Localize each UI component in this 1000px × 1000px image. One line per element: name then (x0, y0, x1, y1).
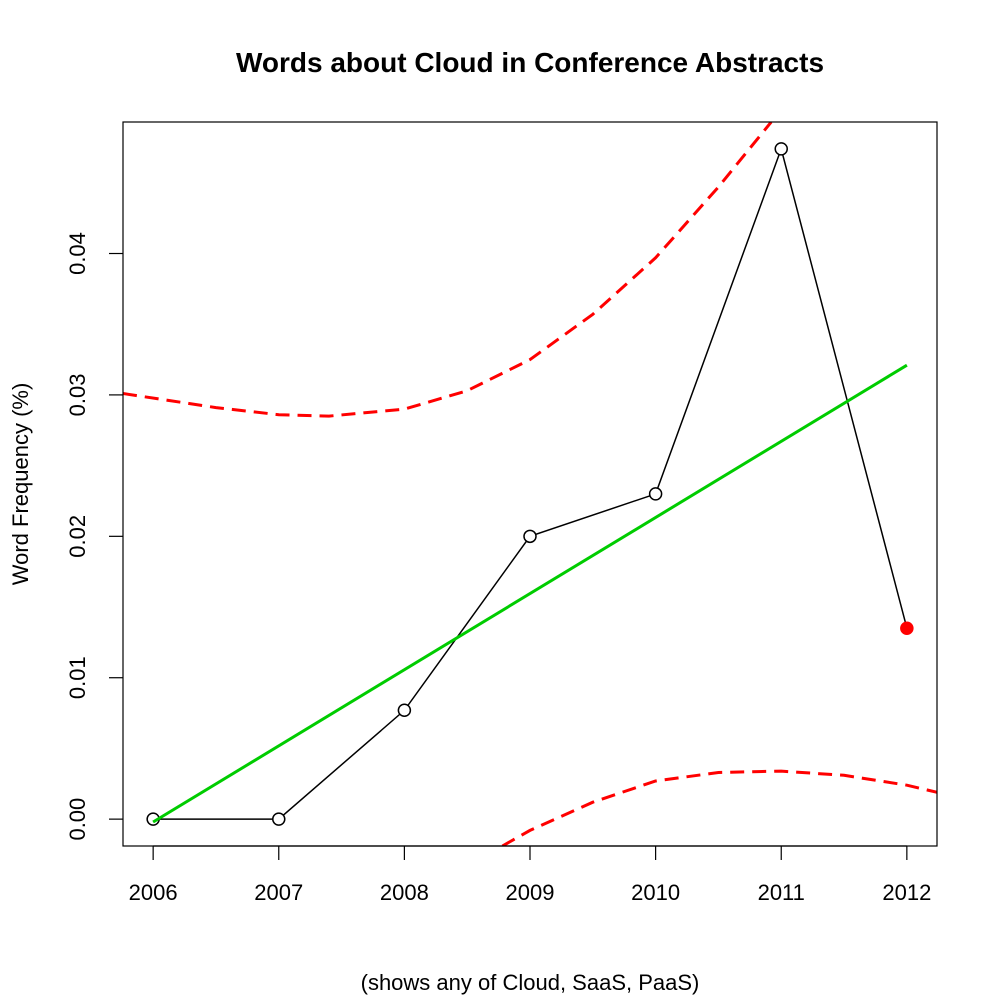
upper-band-line (123, 122, 773, 418)
observed-line (153, 146, 908, 820)
x-tick-label: 2011 (758, 880, 805, 905)
y-tick-label: 0.00 (65, 798, 90, 841)
linear-fit-line (152, 363, 908, 824)
data-point (774, 142, 788, 156)
data-point (523, 529, 537, 544)
y-tick-label: 0.02 (65, 515, 90, 558)
x-axis-label: (shows any of Cloud, SaaS, PaaS) (361, 970, 700, 995)
y-tick-label: 0.01 (65, 656, 90, 699)
y-axis: 0.00 0.01 0.02 0.03 0.04 (65, 232, 123, 841)
data-point (648, 487, 663, 501)
y-axis-label: Word Frequency (%) (8, 383, 33, 586)
x-tick-label: 2012 (882, 880, 931, 905)
x-tick-label: 2010 (631, 880, 680, 905)
x-tick-label: 2006 (129, 880, 178, 905)
x-tick-label: 2007 (254, 880, 303, 905)
data-point (272, 812, 286, 826)
plot-area (123, 122, 937, 846)
data-point (900, 621, 914, 635)
x-axis: 2006 2007 2008 2009 2010 2011 2012 (129, 845, 931, 905)
x-tick-label: 2009 (506, 880, 555, 905)
data-point (397, 703, 412, 717)
x-tick-label: 2008 (380, 880, 429, 905)
y-tick-label: 0.04 (65, 232, 90, 275)
lower-band-line (501, 769, 937, 846)
chart-title: Words about Cloud in Conference Abstract… (236, 47, 824, 78)
y-tick-label: 0.03 (65, 374, 90, 417)
plot-frame (122, 121, 938, 847)
